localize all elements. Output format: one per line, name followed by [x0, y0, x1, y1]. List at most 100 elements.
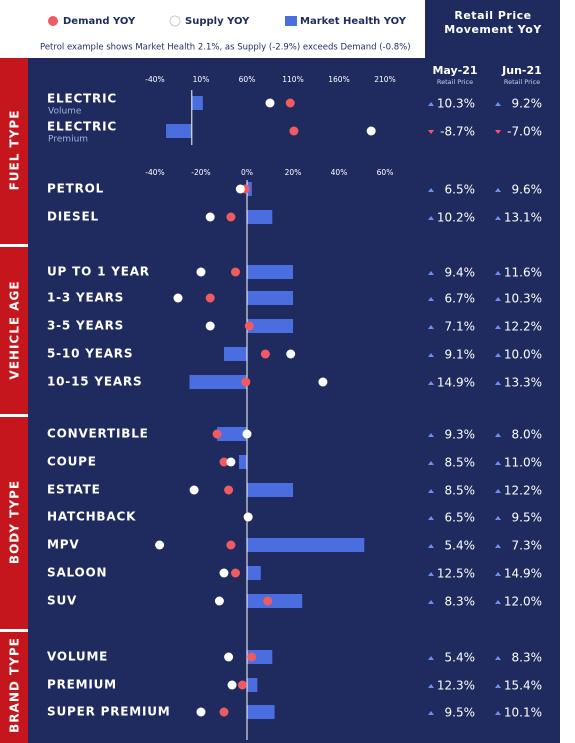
table-cell: 11.6%	[504, 266, 542, 280]
dot	[285, 98, 295, 108]
category-label: PETROL	[47, 182, 104, 196]
table-cell: -7.0%	[507, 125, 542, 139]
bar	[189, 375, 247, 389]
bar	[224, 347, 247, 361]
table-cell: 9.6%	[512, 183, 543, 197]
category-label: ESTATE	[47, 483, 101, 497]
table-cell: 10.2%	[437, 211, 475, 225]
category-label: DIESEL	[47, 210, 99, 224]
trend-arrow	[495, 271, 501, 275]
table-cell: 9.4%	[445, 266, 476, 280]
category-label: MPV	[47, 538, 79, 552]
legend-label: Supply YOY	[185, 16, 250, 27]
dot	[237, 680, 247, 690]
trend-arrow	[495, 461, 501, 465]
category-label: HATCHBACK	[47, 510, 136, 524]
dot	[226, 540, 236, 550]
table-cell: 10.1%	[504, 706, 542, 720]
table-cell: 8.3%	[445, 595, 476, 609]
table-cell: -8.7%	[440, 125, 475, 139]
category-sublabel: Volume	[48, 107, 82, 117]
trend-arrow	[428, 516, 434, 520]
trend-arrow	[495, 489, 501, 493]
dot	[244, 321, 254, 331]
legend-label: Market Health YOY	[300, 16, 407, 27]
trend-arrow	[495, 572, 501, 576]
table-cell: 15.4%	[504, 679, 542, 693]
legend-swatch	[169, 15, 181, 27]
category-label: 5-10 YEARS	[47, 347, 133, 361]
x-tick-label: -40%	[145, 168, 164, 177]
dot	[242, 429, 252, 439]
trend-arrow	[428, 711, 434, 715]
section-divider	[0, 629, 28, 632]
table-cell: 13.3%	[504, 376, 542, 390]
x-tick-label: -40%	[145, 75, 164, 84]
trend-arrow	[495, 130, 501, 134]
trend-arrow	[495, 216, 501, 220]
category-label: COUPE	[47, 455, 97, 469]
x-tick-label: 160%	[328, 75, 349, 84]
trend-arrow	[428, 684, 434, 688]
dot	[241, 377, 251, 387]
bar	[247, 705, 275, 719]
category-label: 1-3 YEARS	[47, 291, 124, 305]
trend-arrow	[495, 711, 501, 715]
trend-arrow	[495, 433, 501, 437]
table-cell: 9.5%	[512, 511, 543, 525]
dot	[243, 512, 253, 522]
sidebar	[0, 58, 28, 743]
table-cell: 12.2%	[504, 484, 542, 498]
chart-subtitle: Petrol example shows Market Health 2.1%,…	[40, 43, 411, 53]
trend-arrow	[495, 297, 501, 301]
category-label: PREMIUM	[47, 678, 117, 692]
column-subheader: Retail Price	[504, 78, 540, 86]
dot	[231, 267, 240, 277]
table-cell: 12.2%	[504, 320, 542, 334]
table-cell: 12.3%	[437, 679, 475, 693]
section-divider	[0, 244, 28, 247]
dot	[286, 349, 296, 359]
dot	[214, 596, 224, 606]
table-cell: 7.1%	[445, 320, 476, 334]
panel-header	[425, 0, 560, 58]
trend-arrow	[495, 188, 501, 192]
trend-arrow	[428, 433, 434, 437]
dot	[226, 212, 236, 222]
dot	[265, 98, 275, 108]
dot	[289, 126, 299, 136]
legend-label: Demand YOY	[63, 16, 136, 27]
category-label: ELECTRIC	[47, 92, 117, 106]
column-header: Jun-21	[501, 64, 542, 77]
section-label: FUEL TYPE	[8, 110, 22, 191]
dot	[224, 485, 234, 495]
dot	[196, 267, 206, 277]
trend-arrow	[428, 325, 434, 329]
dot	[226, 457, 236, 467]
dot	[224, 652, 234, 662]
dot	[219, 457, 229, 467]
category-label: 10-15 YEARS	[47, 375, 142, 389]
trend-arrow	[428, 297, 434, 301]
category-label: 3-5 YEARS	[47, 319, 124, 333]
dot	[247, 652, 257, 662]
table-cell: 9.1%	[445, 348, 476, 362]
bar	[247, 678, 258, 692]
trend-arrow	[428, 381, 434, 385]
table-cell: 13.1%	[504, 211, 542, 225]
trend-arrow	[428, 572, 434, 576]
dot	[189, 485, 199, 495]
trend-arrow	[428, 271, 434, 275]
dot	[263, 596, 273, 606]
dot	[155, 540, 165, 550]
trend-arrow	[495, 600, 501, 604]
legend-swatch	[48, 16, 58, 26]
bar	[247, 265, 293, 279]
dot	[260, 349, 270, 359]
category-label: SALOON	[47, 566, 107, 580]
trend-arrow	[495, 325, 501, 329]
dot	[173, 293, 183, 303]
category-label: ELECTRIC	[47, 120, 117, 134]
table-cell: 9.5%	[445, 706, 476, 720]
table-cell: 8.5%	[445, 456, 476, 470]
